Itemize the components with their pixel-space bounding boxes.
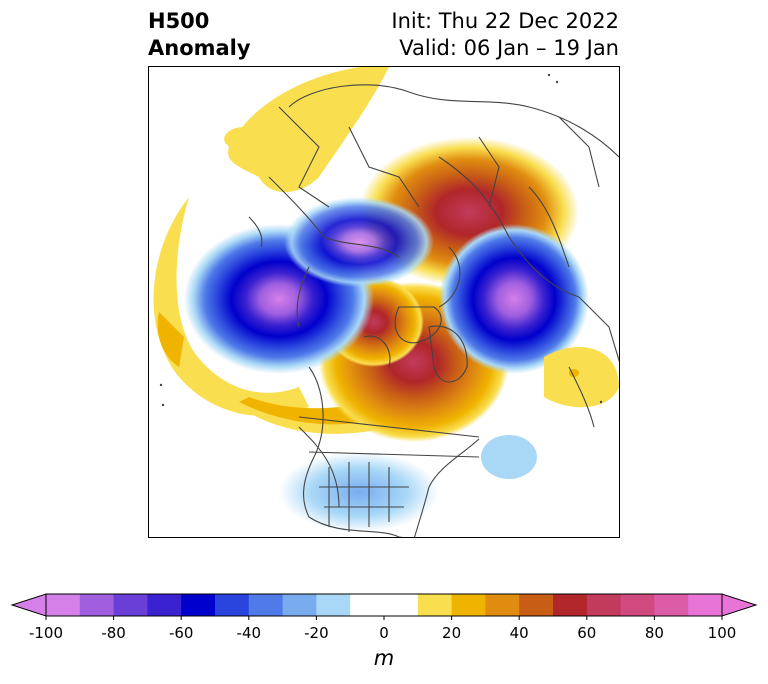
colorbar-tick-label: -60 [168, 624, 194, 642]
colorbar-segment [654, 594, 689, 616]
island-dots [159, 73, 603, 407]
anomaly-pos-siberia [228, 67, 389, 192]
colorbar-segment [79, 594, 115, 616]
title-variable: H500 [148, 9, 210, 33]
title-right: Init: Thu 22 Dec 2022 Valid: 06 Jan – 19… [391, 8, 619, 62]
colorbar-tick-label: 60 [577, 624, 597, 642]
init-date: Init: Thu 22 Dec 2022 [391, 9, 619, 33]
coastlines [248, 84, 619, 537]
colorbar-units: m [373, 646, 395, 670]
colorbar-segment [46, 594, 81, 616]
colorbar-segment [181, 594, 216, 616]
colorbar-segment [688, 594, 723, 616]
colorbar-segment [451, 594, 486, 616]
colorbar-segment [316, 594, 351, 616]
anomaly-trough-east [439, 224, 589, 374]
colorbar-tick-label: -40 [236, 624, 262, 642]
title-left: H500 Anomaly [148, 8, 251, 62]
colorbar-segment [147, 594, 182, 616]
colorbar-extend-high [721, 593, 758, 617]
valid-range: Valid: 06 Jan – 19 Jan [399, 36, 619, 60]
colorbar-segment [215, 594, 250, 616]
anomaly-neg-atlantic [481, 435, 537, 479]
colorbar-segment [485, 594, 520, 616]
colorbar-tick-label: -80 [101, 624, 126, 642]
colorbar-segment [248, 594, 284, 616]
colorbar-segment [282, 594, 317, 616]
title-field: Anomaly [148, 36, 251, 60]
colorbar-tick-label: 20 [442, 624, 462, 642]
colorbar-segment [417, 594, 453, 616]
anomaly-map [148, 66, 620, 538]
colorbar-tick-label: -100 [28, 624, 64, 642]
colorbar-segment [586, 594, 622, 616]
anomaly-pos-arc-west [153, 197, 309, 416]
colorbar-segment [519, 594, 554, 616]
colorbar-segment [113, 594, 148, 616]
colorbar-extend-low [10, 593, 47, 617]
colorbar-tick-label: -20 [304, 624, 329, 642]
colorbar-segment [384, 594, 419, 616]
colorbar-segment [553, 594, 588, 616]
colorbar [10, 593, 758, 620]
colorbar-tick-label: 0 [379, 624, 389, 642]
anomaly-pos-arc-core [157, 312, 184, 367]
anomaly-neg-us [279, 452, 439, 532]
anomaly-map-svg [153, 67, 619, 537]
anomaly-pos-southeast [544, 347, 619, 408]
colorbar-segment [620, 594, 655, 616]
anomaly-trough-west-ext [284, 197, 434, 287]
colorbar-tick-label: 40 [509, 624, 529, 642]
colorbar-segment [350, 594, 385, 616]
colorbar-tick-label: 100 [707, 624, 737, 642]
colorbar-tick-label: 80 [644, 624, 664, 642]
